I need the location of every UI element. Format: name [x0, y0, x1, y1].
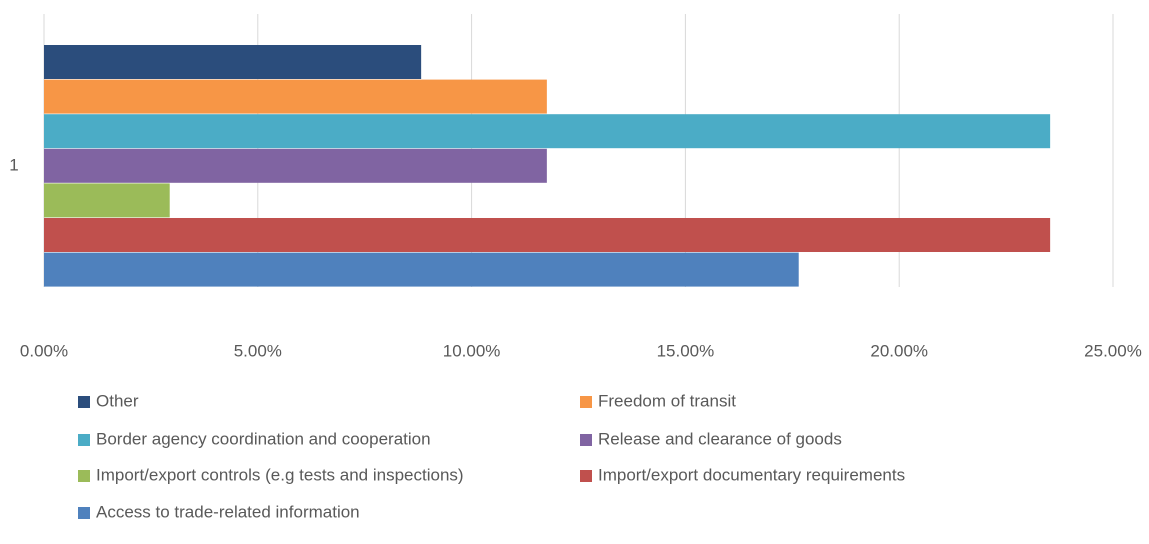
legend-label: Access to trade-related information [96, 502, 360, 521]
bar [44, 45, 422, 79]
legend-label: Import/export controls (e.g tests and in… [96, 465, 464, 484]
bar [44, 218, 1051, 252]
x-tick-label: 10.00% [443, 341, 501, 360]
legend-label: Other [96, 391, 139, 410]
legend-swatch [580, 470, 592, 482]
x-tick-label: 25.00% [1084, 341, 1142, 360]
y-tick-label: 1 [9, 156, 18, 175]
legend-swatch [78, 396, 90, 408]
bar [44, 183, 170, 218]
bar [44, 252, 799, 287]
legend-swatch [78, 434, 90, 446]
x-tick-label: 5.00% [234, 341, 282, 360]
legend-swatch [580, 434, 592, 446]
legend-label: Release and clearance of goods [598, 429, 842, 448]
x-tick-label: 0.00% [20, 341, 68, 360]
legend-label: Import/export documentary requirements [598, 465, 905, 484]
legend-label: Freedom of transit [598, 391, 736, 410]
x-tick-label: 20.00% [870, 341, 928, 360]
bar [44, 114, 1051, 149]
legend-label: Border agency coordination and cooperati… [96, 429, 431, 448]
legend-swatch [78, 507, 90, 519]
bar [44, 148, 547, 183]
legend-swatch [78, 470, 90, 482]
bar [44, 79, 547, 114]
x-tick-label: 15.00% [657, 341, 715, 360]
legend-swatch [580, 396, 592, 408]
